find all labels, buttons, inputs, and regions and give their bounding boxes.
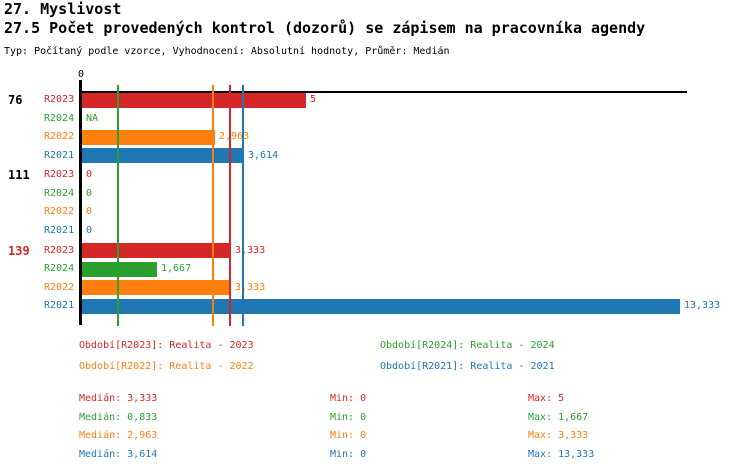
median-line-R2023	[229, 85, 231, 326]
stat-min-R2021: Min: 0	[330, 449, 367, 460]
row-label-R2021: R2021	[44, 300, 75, 311]
bar-value-label: 0	[86, 169, 93, 180]
bar-value-label: 0	[86, 225, 93, 236]
bar-value-label: 5	[310, 94, 317, 105]
legend-entry-R2023: Období[R2023]: Realita - 2023	[79, 340, 254, 351]
bar-value-label: 3,333	[235, 245, 266, 256]
bar-value-label: 13,333	[684, 300, 721, 311]
bar-R2021	[82, 148, 244, 163]
group-label: 139	[8, 244, 30, 258]
row-label-R2022: R2022	[44, 206, 75, 217]
indicator-meta: Typ: Počítaný podle vzorce, Vyhodnocení:…	[4, 46, 450, 57]
bar-value-label: 0	[86, 188, 93, 199]
bar-value-label: 3,614	[248, 150, 279, 161]
bar-R2021	[82, 299, 680, 314]
stat-max-R2022: Max: 3,333	[528, 430, 589, 441]
stat-min-R2024: Min: 0	[330, 412, 367, 423]
bar-R2024	[82, 262, 157, 277]
row-label-R2023: R2023	[44, 169, 75, 180]
median-line-R2024	[117, 85, 119, 326]
group-label: 111	[8, 168, 30, 182]
stat-median-R2024: Medián: 0,833	[79, 412, 158, 423]
row-label-R2021: R2021	[44, 225, 75, 236]
bar-R2023	[82, 93, 306, 108]
row-label-R2024: R2024	[44, 188, 75, 199]
median-line-R2022	[212, 85, 214, 326]
stat-max-R2024: Max: 1,667	[528, 412, 589, 423]
stat-median-R2021: Medián: 3,614	[79, 449, 158, 460]
stat-min-R2022: Min: 0	[330, 430, 367, 441]
y-axis-line	[79, 80, 82, 325]
row-label-R2022: R2022	[44, 282, 75, 293]
bar-R2023	[82, 243, 231, 258]
median-line-R2021	[242, 85, 244, 326]
row-label-R2024: R2024	[44, 263, 75, 274]
legend-entry-R2022: Období[R2022]: Realita - 2022	[79, 361, 254, 372]
stat-max-R2023: Max: 5	[528, 393, 565, 404]
row-label-R2021: R2021	[44, 150, 75, 161]
row-label-R2023: R2023	[44, 245, 75, 256]
legend-entry-R2021: Období[R2021]: Realita - 2021	[380, 361, 555, 372]
bar-value-label: 0	[86, 206, 93, 217]
x-axis-line	[79, 91, 687, 93]
page-title: 27. Myslivost	[4, 0, 122, 18]
axis-origin-label: 0	[77, 69, 85, 80]
row-label-R2022: R2022	[44, 131, 75, 142]
legend-entry-R2024: Období[R2024]: Realita - 2024	[380, 340, 555, 351]
stat-max-R2021: Max: 13,333	[528, 449, 595, 460]
group-label: 76	[8, 93, 23, 107]
bar-R2022	[82, 130, 215, 145]
bar-value-label: NA	[86, 113, 99, 124]
row-label-R2024: R2024	[44, 113, 75, 124]
stat-min-R2023: Min: 0	[330, 393, 367, 404]
stat-median-R2022: Medián: 2,963	[79, 430, 158, 441]
indicator-title: 27.5 Počet provedených kontrol (dozorů) …	[4, 19, 646, 37]
bar-R2022	[82, 280, 231, 295]
bar-value-label: 3,333	[235, 282, 266, 293]
row-label-R2023: R2023	[44, 94, 75, 105]
bar-value-label: 2,963	[219, 131, 250, 142]
stat-median-R2023: Medián: 3,333	[79, 393, 158, 404]
bar-value-label: 1,667	[161, 263, 192, 274]
